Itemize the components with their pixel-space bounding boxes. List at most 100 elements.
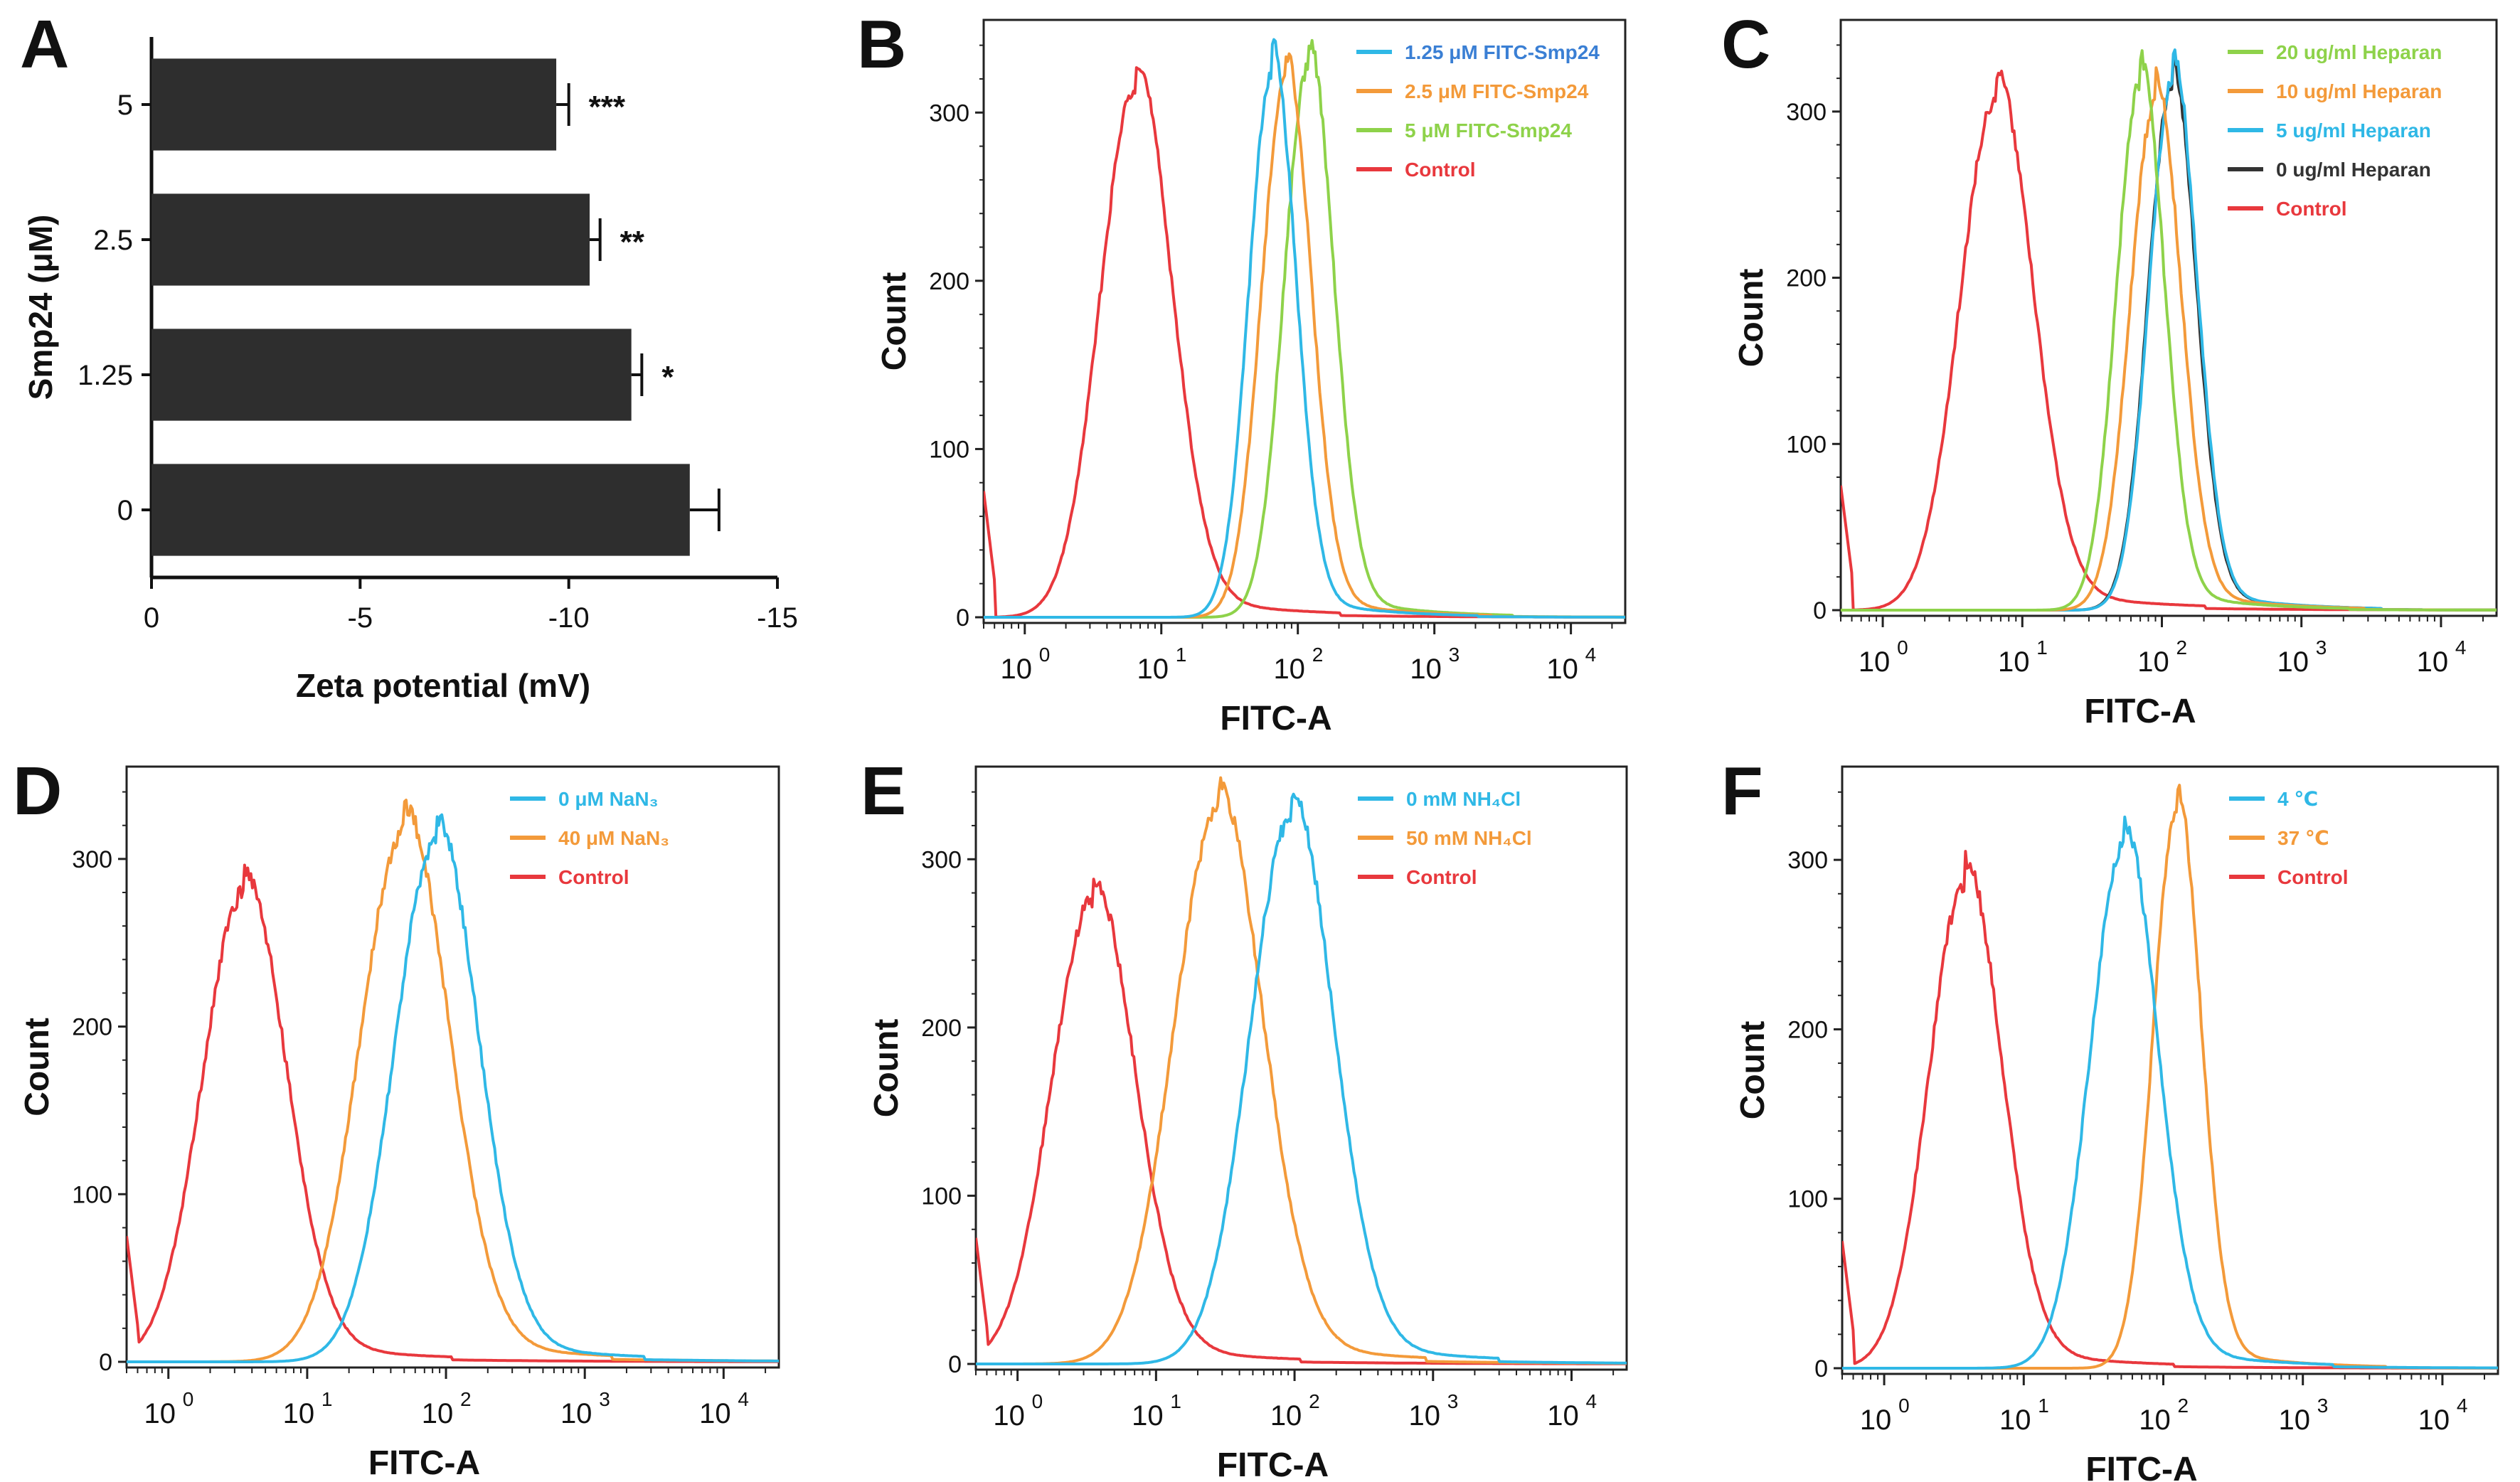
x-tick-label-exponent: 3 — [2317, 1395, 2329, 1417]
x-tick-label: -15 — [757, 602, 798, 634]
x-tick-label-exponent: 1 — [1176, 644, 1187, 666]
y-tick-label: 1.25 — [78, 360, 133, 391]
x-tick-label-base: 10 — [1132, 1400, 1164, 1432]
x-tick-label-exponent: 3 — [2316, 636, 2327, 659]
y-tick-label: 300 — [929, 100, 969, 127]
series-line — [127, 799, 779, 1363]
y-tick-label: 100 — [1786, 431, 1827, 458]
bar-chart-a: 5 *** 2.5 ** 1.25 * 0 0 -5 -10 -15 Zeta potential (… — [22, 37, 798, 704]
panel-label-f: F — [1721, 753, 1763, 829]
x-tick-label-base: 10 — [2139, 1404, 2171, 1436]
plot-frame — [1839, 18, 2498, 617]
y-tick-label: 0 — [1814, 1355, 1828, 1382]
y-tick-label: 300 — [72, 846, 112, 873]
significance-label: ** — [620, 225, 645, 260]
series-line — [127, 813, 779, 1363]
legend-label: 10 ug/ml Heparan — [2276, 80, 2442, 102]
series-line — [1842, 850, 2498, 1370]
x-tick-label-exponent: 2 — [2176, 636, 2187, 659]
y-tick-label: 0 — [1813, 597, 1827, 624]
y-axis-label: Count — [868, 1019, 905, 1118]
y-tick-label: 200 — [72, 1014, 112, 1041]
x-tick-label-base: 10 — [2417, 646, 2449, 678]
x-axis-label: FITC-A — [2085, 1451, 2197, 1482]
y-axis-label: Count — [1734, 1021, 1772, 1120]
x-tick-label-base: 10 — [283, 1398, 315, 1429]
legend-label: 40 μM NaN₃ — [558, 827, 669, 849]
legend-label: 20 ug/ml Heparan — [2276, 41, 2442, 63]
series-line — [976, 776, 1627, 1365]
panel-label-d: D — [13, 753, 62, 829]
legend-label: 5 μM FITC-Smp24 — [1405, 119, 1572, 142]
x-tick-label-exponent: 1 — [321, 1388, 333, 1410]
legend-label: Control — [1405, 159, 1476, 181]
x-tick-label-base: 10 — [422, 1398, 454, 1429]
x-tick-label-exponent: 1 — [2038, 1395, 2049, 1417]
x-tick-label-base: 10 — [993, 1400, 1025, 1432]
x-tick-label-base: 10 — [144, 1398, 176, 1429]
x-tick-label-base: 10 — [2418, 1404, 2450, 1436]
series-line — [984, 66, 1625, 619]
x-tick-label-base: 10 — [1860, 1404, 1892, 1436]
x-tick-label-exponent: 3 — [1449, 644, 1460, 666]
legend-label: 0 ug/ml Heparan — [2276, 159, 2431, 181]
x-tick-label-base: 10 — [2277, 646, 2309, 678]
y-tick-label: 100 — [72, 1181, 112, 1208]
y-tick-label: 300 — [1787, 847, 1828, 874]
x-tick-label-base: 10 — [1273, 654, 1305, 685]
plot-frame — [1841, 765, 2499, 1375]
x-tick-label-exponent: 0 — [183, 1388, 194, 1410]
x-tick-label-base: 10 — [1409, 1400, 1441, 1432]
series-line — [976, 792, 1627, 1365]
legend-label: 37 ℃ — [2277, 827, 2329, 849]
y-tick-label: 0 — [948, 1351, 962, 1378]
y-tick-label: 0 — [99, 1349, 112, 1376]
x-axis-label: FITC-A — [1217, 1446, 1329, 1482]
panel-label-b: B — [857, 6, 906, 82]
legend-label: Control — [1406, 866, 1477, 888]
x-tick-label-exponent: 2 — [1309, 1390, 1320, 1412]
y-axis-label: Count — [1733, 269, 1770, 368]
x-tick-label-exponent: 4 — [2457, 1395, 2468, 1417]
x-axis-label: FITC-A — [368, 1444, 480, 1482]
x-tick-label-base: 10 — [699, 1398, 731, 1429]
legend-label: 4 ℃ — [2277, 788, 2318, 810]
series-line — [1842, 815, 2498, 1370]
series-line — [976, 878, 1627, 1365]
y-tick-label: 200 — [1786, 265, 1827, 292]
legend-label: 1.25 μM FITC-Smp24 — [1405, 41, 1600, 63]
series-group — [1842, 784, 2498, 1370]
legend-label: Control — [558, 866, 629, 888]
plot-frame — [125, 765, 780, 1369]
y-axis-label: Count — [18, 1018, 56, 1116]
x-axis-label: FITC-A — [1220, 700, 1331, 737]
bar — [151, 464, 690, 556]
x-axis-label: Zeta potential (mV) — [296, 667, 590, 704]
y-tick-label: 100 — [929, 436, 969, 463]
x-tick-label-exponent: 0 — [1039, 644, 1051, 666]
x-tick-label-base: 10 — [2278, 1404, 2310, 1436]
x-tick-label: -10 — [548, 602, 590, 634]
x-tick-label-base: 10 — [1137, 654, 1169, 685]
x-tick-label-base: 10 — [1859, 646, 1891, 678]
plot-frame — [982, 18, 1627, 624]
legend-label: 5 ug/ml Heparan — [2276, 119, 2431, 142]
x-tick-label-base: 10 — [2137, 646, 2169, 678]
y-tick-label: 200 — [921, 1015, 962, 1042]
x-tick-label-base: 10 — [1998, 646, 2030, 678]
y-tick-label: 100 — [921, 1183, 962, 1210]
x-tick-label-exponent: 0 — [1897, 636, 1908, 659]
y-tick-label: 0 — [117, 495, 133, 526]
x-tick-label-exponent: 2 — [1312, 644, 1324, 666]
y-tick-label: 100 — [1787, 1186, 1828, 1213]
y-tick-label: 200 — [1787, 1016, 1828, 1043]
x-tick-label-exponent: 1 — [1170, 1390, 1181, 1412]
legend-label: Control — [2277, 866, 2349, 888]
x-tick-label-base: 10 — [1270, 1400, 1302, 1432]
x-tick-label: -5 — [348, 602, 373, 634]
x-tick-label-base: 10 — [1546, 654, 1578, 685]
significance-label: * — [661, 360, 674, 395]
